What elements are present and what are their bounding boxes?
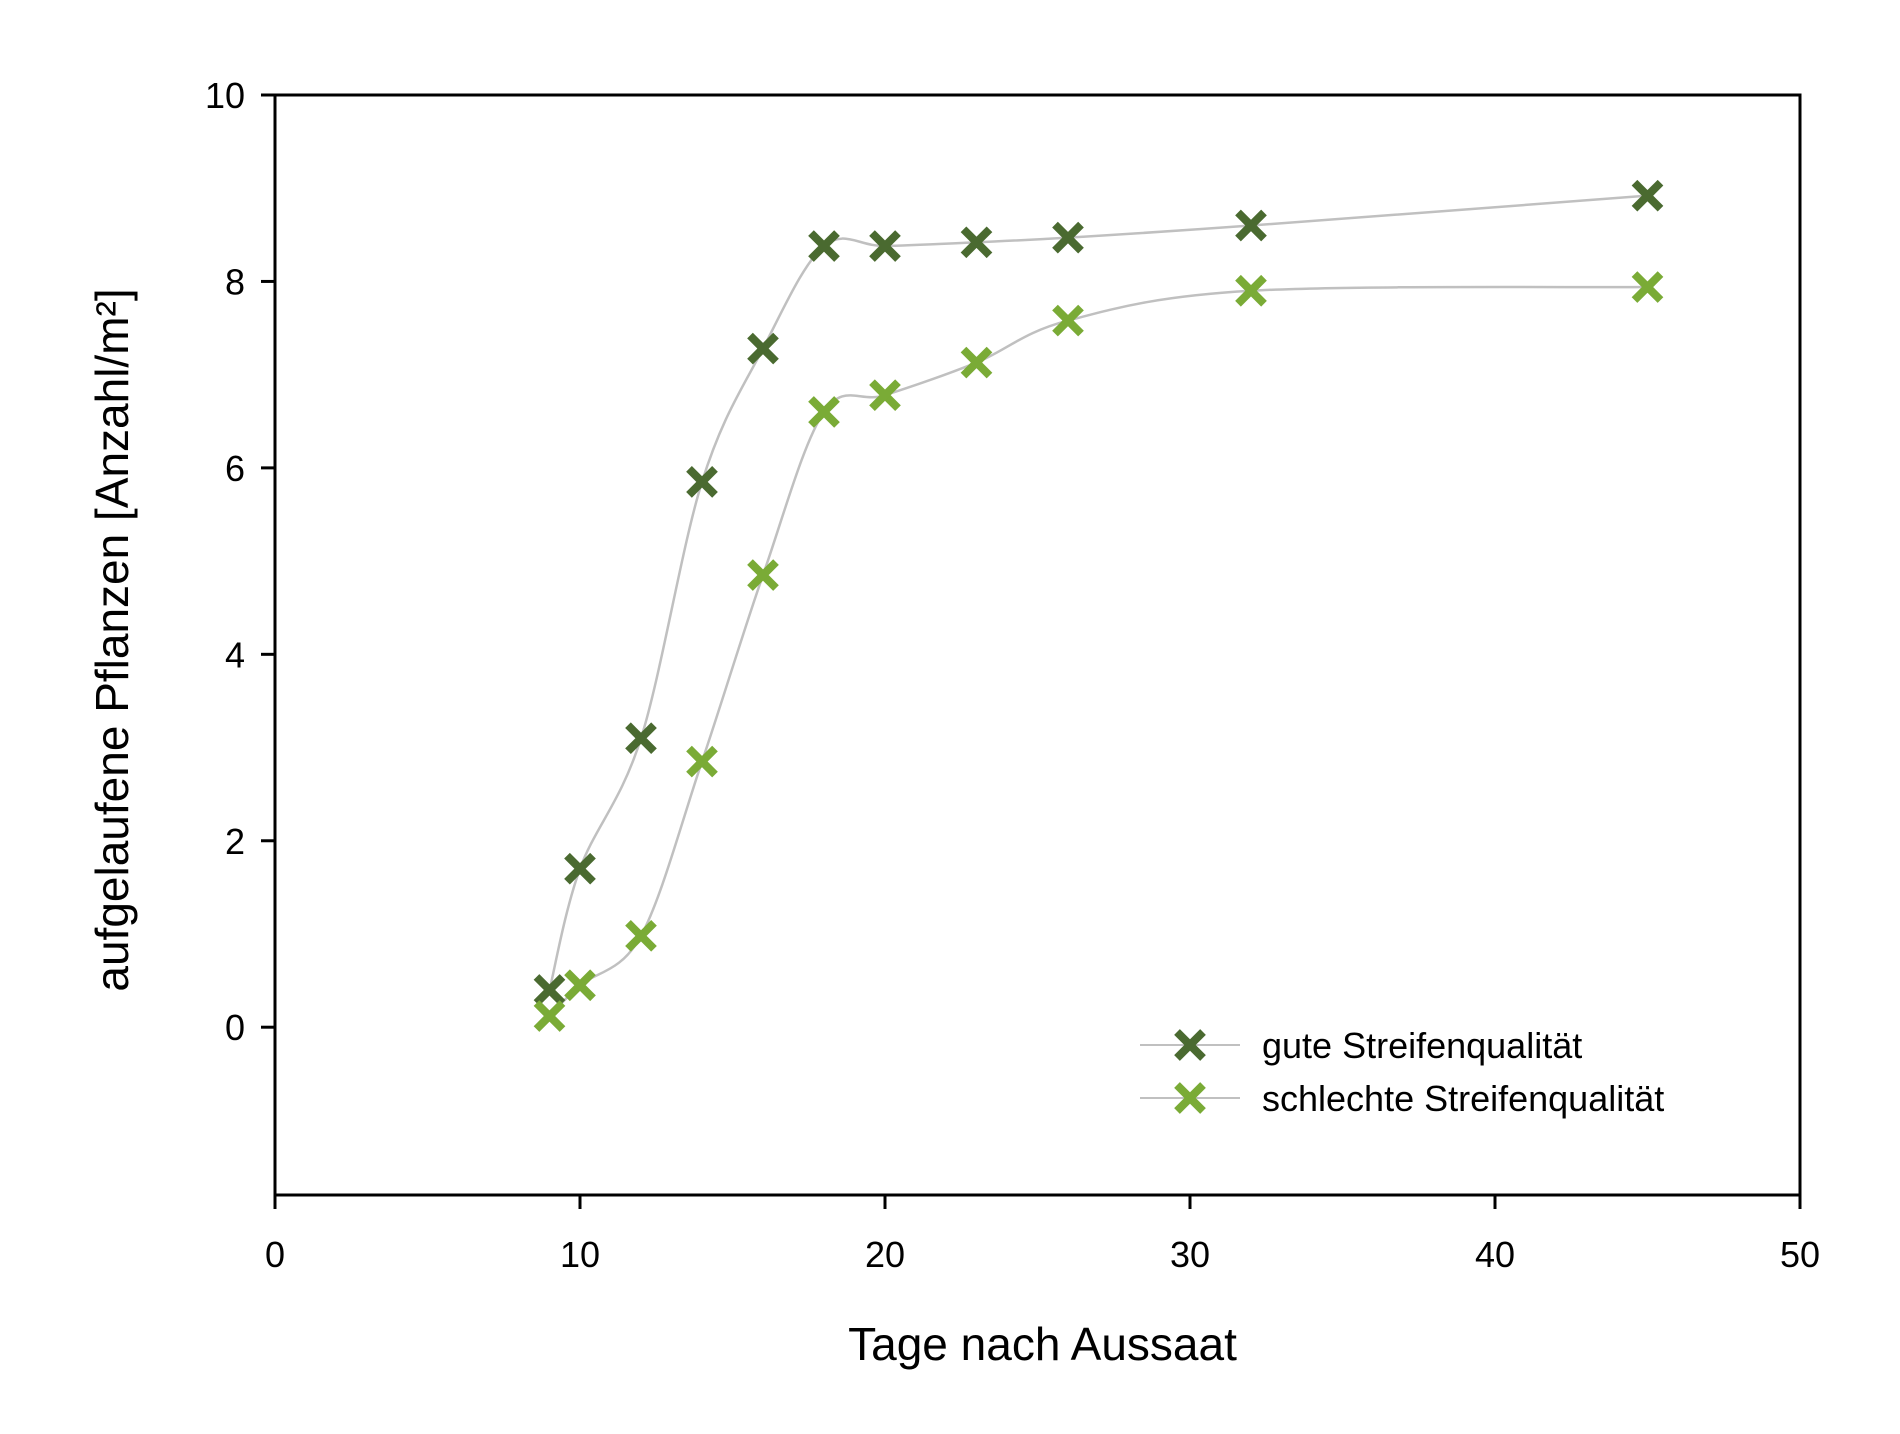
y-axis: 0 2 4 6 8 10: [205, 75, 275, 1048]
legend-label-gute: gute Streifenqualität: [1262, 1025, 1582, 1066]
legend-marker-schlechte: [1174, 1082, 1206, 1114]
y-tick-label: 4: [225, 634, 245, 675]
data-point: [747, 559, 779, 591]
data-point: [533, 974, 566, 1006]
x-tick-label: 50: [1780, 1234, 1820, 1275]
x-axis: 0 10 20 30 40 50: [265, 1195, 1820, 1275]
data-point: [869, 379, 901, 411]
data-point: [869, 230, 901, 262]
data-point: [1235, 209, 1267, 242]
x-axis-title: Tage nach Aussaat: [848, 1318, 1237, 1370]
data-point: [686, 466, 718, 498]
x-tick-label: 30: [1170, 1234, 1210, 1275]
y-tick-label: 2: [225, 821, 245, 862]
data-point: [1235, 274, 1267, 307]
y-axis-title: aufgelaufene Pflanzen [Anzahl/m²]: [86, 288, 138, 991]
data-point: [564, 852, 596, 885]
data-point: [625, 920, 657, 952]
data-point: [1052, 221, 1084, 254]
data-point: [960, 226, 993, 259]
data-point: [625, 722, 657, 755]
x-tick-label: 40: [1475, 1234, 1515, 1275]
plot-area: [273, 93, 1802, 1197]
plot-frame: [273, 93, 1802, 1197]
data-point: [1631, 271, 1664, 303]
data-point: [686, 745, 718, 778]
y-tick-label: 10: [205, 75, 245, 116]
data-point: [808, 230, 840, 262]
x-tick-label: 10: [560, 1234, 600, 1275]
data-point: [808, 396, 840, 428]
legend-marker-glyph: [1174, 1082, 1206, 1114]
y-tick-label: 8: [225, 261, 245, 302]
data-point: [747, 332, 779, 365]
legend-marker-gute: [1174, 1029, 1206, 1061]
data-point: [1052, 304, 1084, 337]
legend-marker-glyph: [1174, 1029, 1206, 1061]
data-point: [564, 969, 596, 1002]
legend: gute Streifenqualität schlechte Streifen…: [1140, 1025, 1664, 1119]
data-point: [533, 1000, 566, 1032]
legend-label-schlechte: schlechte Streifenqualität: [1262, 1078, 1664, 1119]
x-tick-label: 0: [265, 1234, 285, 1275]
series-markers: [533, 179, 1664, 1032]
data-point: [960, 346, 993, 379]
y-tick-label: 6: [225, 448, 245, 489]
x-tick-label: 20: [865, 1234, 905, 1275]
data-point: [1631, 179, 1664, 212]
y-tick-label: 0: [225, 1007, 245, 1048]
